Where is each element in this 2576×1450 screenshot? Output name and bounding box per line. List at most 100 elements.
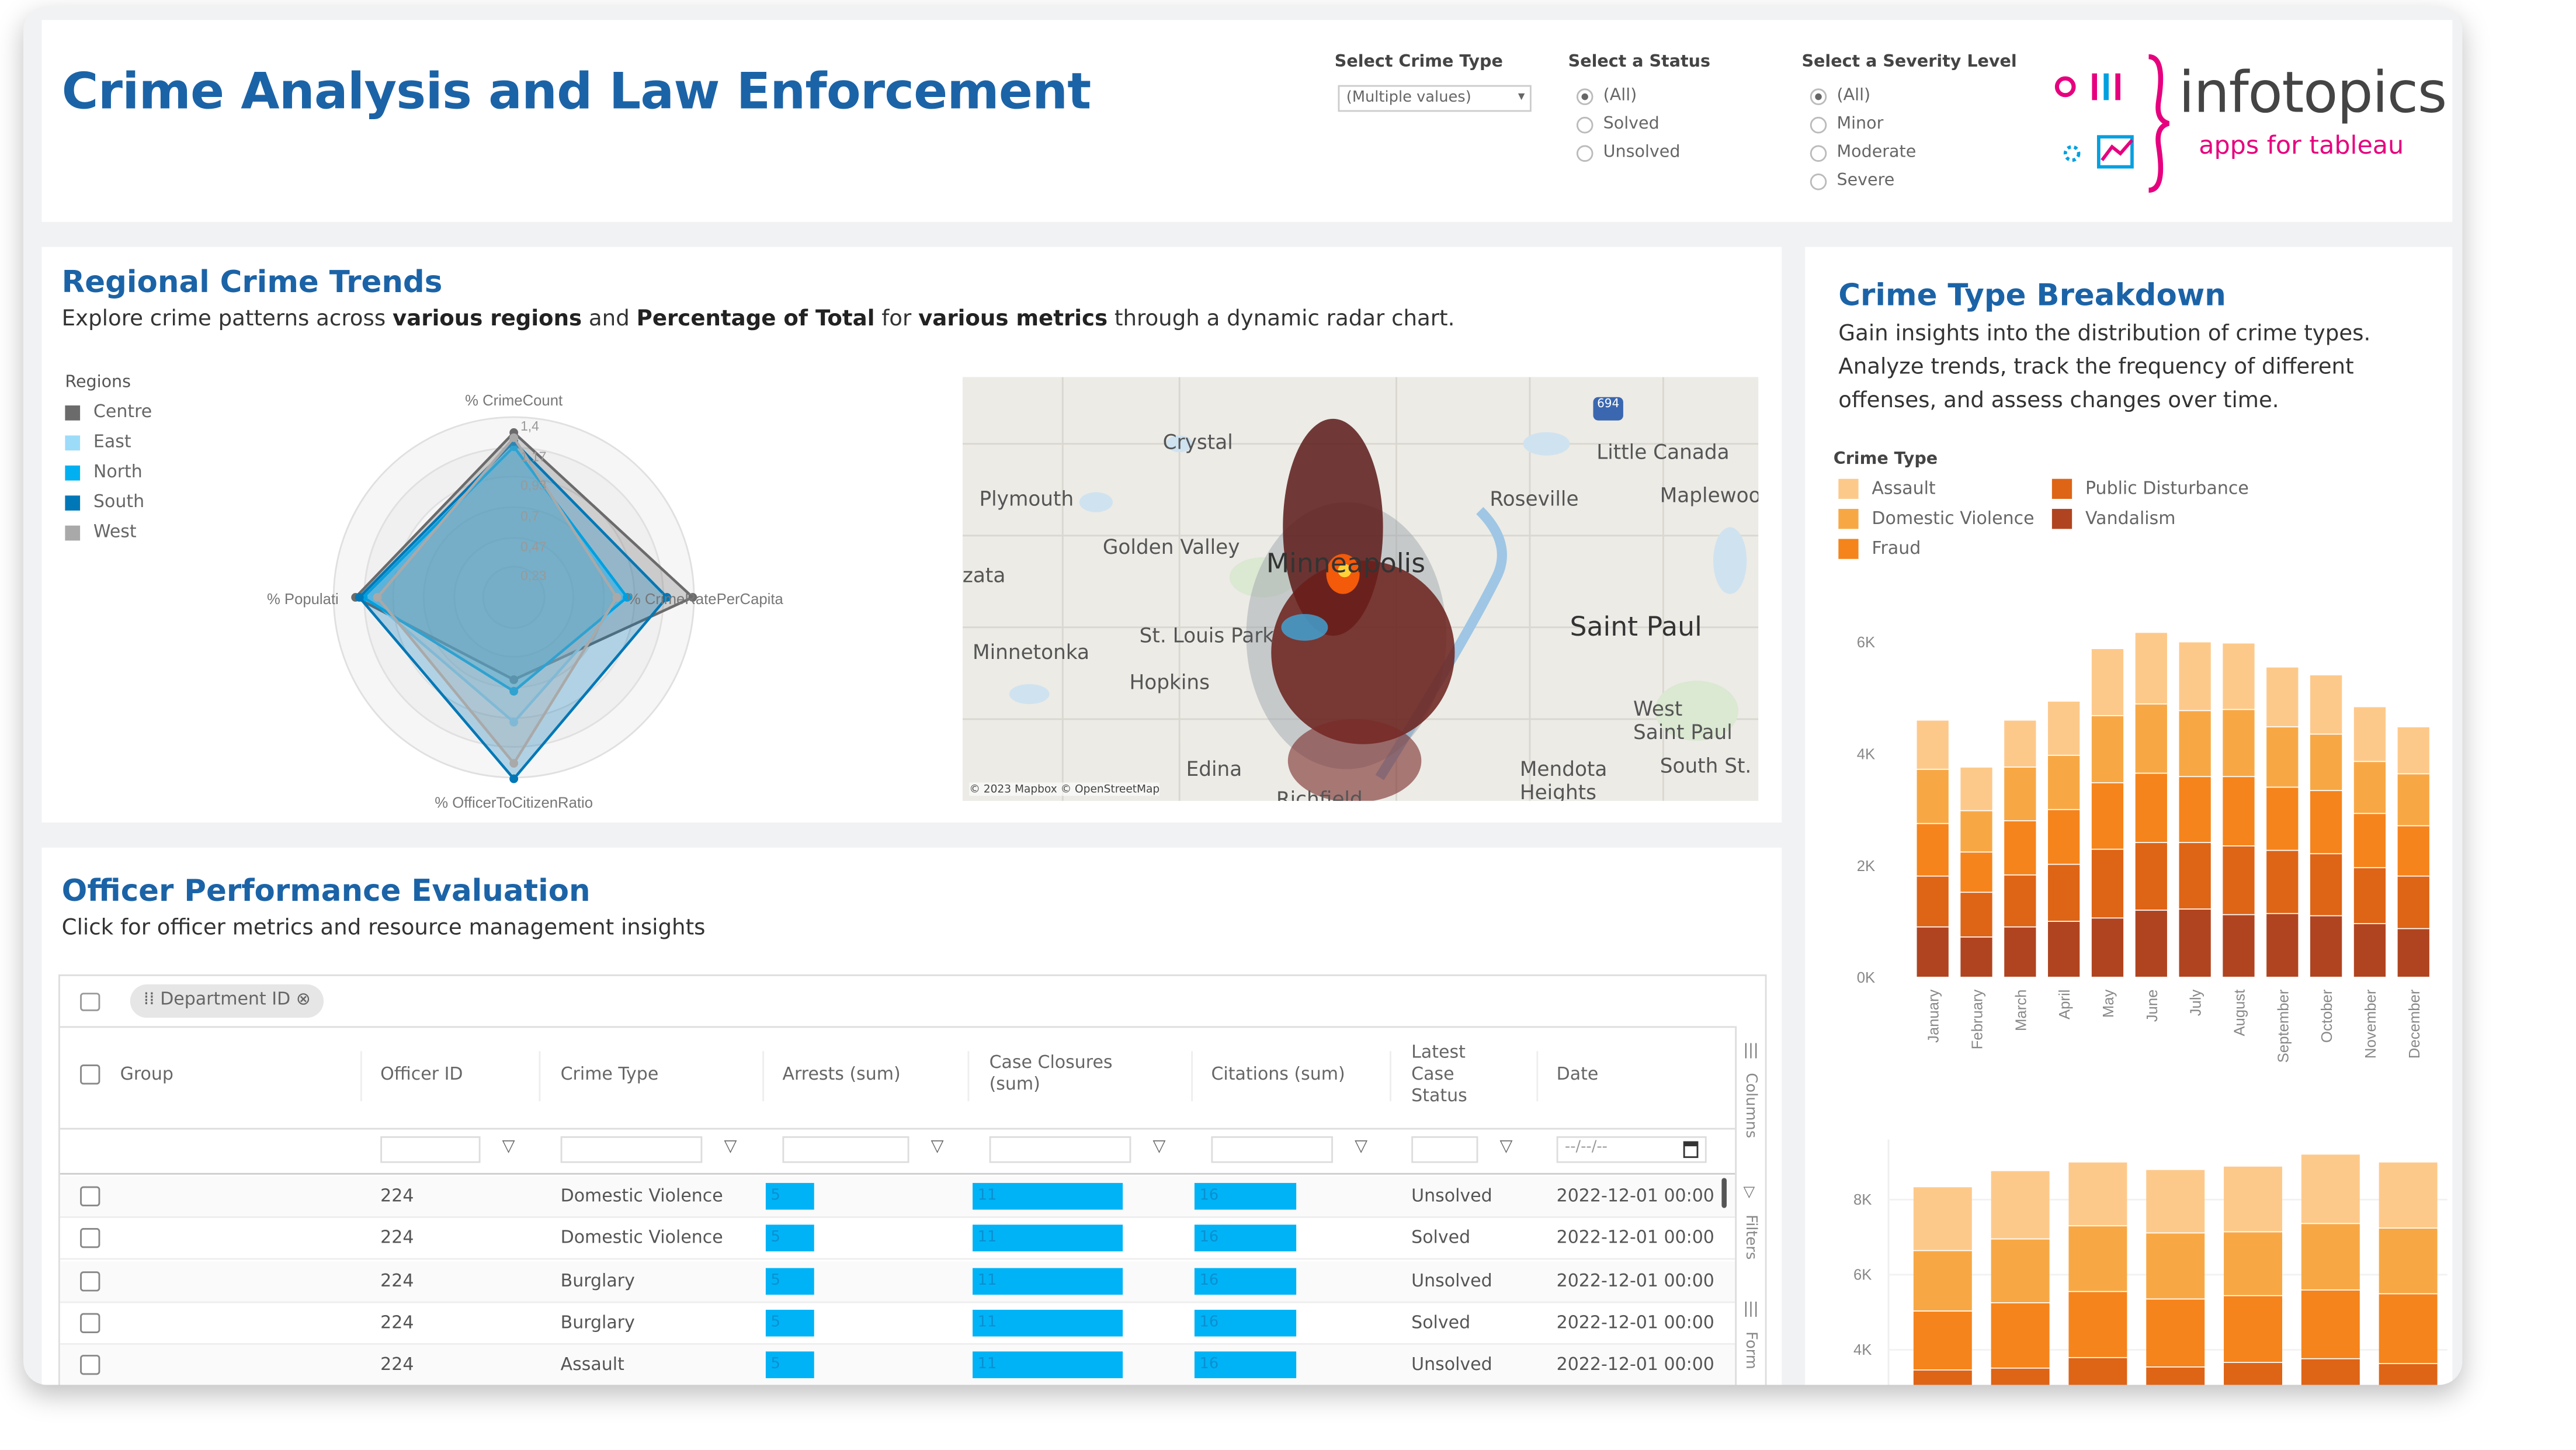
calendar-icon[interactable] [1683, 1141, 1699, 1158]
bar-segment-vandalism[interactable] [1960, 937, 1992, 977]
filter-funnel-icon[interactable]: ▽ [931, 1137, 944, 1157]
column-filter-input[interactable] [1211, 1136, 1333, 1163]
bar-segment-public-disturbance[interactable] [2310, 854, 2342, 915]
crime-type-dropdown[interactable]: (Multiple values) ▾ [1338, 85, 1532, 112]
bar-segment-fraud[interactable] [2353, 814, 2386, 868]
row-checkbox[interactable] [80, 1186, 100, 1206]
column-header[interactable]: Crime Type [560, 1064, 659, 1085]
radar-point[interactable] [509, 433, 519, 442]
radar-point[interactable] [623, 593, 631, 602]
status-option-solved[interactable]: Solved [1576, 110, 1681, 138]
bar-segment-assault[interactable] [1917, 720, 1949, 769]
column-filter-input[interactable] [782, 1136, 909, 1163]
row-checkbox[interactable] [80, 1355, 100, 1375]
bar-segment-public-disturbance[interactable] [2091, 849, 2124, 918]
bar-segment-vandalism[interactable] [2048, 921, 2080, 977]
legend-item-vandalism[interactable]: Vandalism [2051, 504, 2175, 534]
bar-segment-assault[interactable] [2068, 1162, 2127, 1226]
bar-segment-vandalism-below[interactable] [2068, 1358, 2127, 1385]
bar-segment-vandalism-below[interactable] [2146, 1367, 2205, 1385]
column-filter-input[interactable] [560, 1136, 703, 1163]
bar-segment-assault[interactable] [2135, 633, 2167, 704]
bar-segment-fraud[interactable] [1913, 1311, 1972, 1370]
radar-point[interactable] [509, 717, 519, 727]
filter-funnel-icon[interactable]: ▽ [1355, 1137, 1368, 1157]
bar-segment-domestic-violence[interactable] [2224, 1232, 2283, 1295]
bar-segment-vandalism[interactable] [2353, 924, 2386, 977]
bar-segment-fraud[interactable] [2310, 791, 2342, 854]
remove-chip-icon[interactable]: ⊗ [296, 989, 311, 1010]
severity-option-minor[interactable]: Minor [1810, 110, 1917, 138]
bar-segment-assault[interactable] [2224, 1166, 2283, 1232]
filter-funnel-icon[interactable]: ▽ [724, 1137, 737, 1157]
column-header[interactable]: Citations (sum) [1211, 1064, 1345, 1085]
bar-segment-fraud[interactable] [1960, 852, 1992, 892]
bar-segment-public-disturbance[interactable] [2179, 843, 2211, 909]
filter-funnel-icon[interactable]: ▽ [502, 1137, 515, 1157]
bar-segment-domestic-violence[interactable] [2223, 710, 2255, 776]
bar-segment-assault[interactable] [2301, 1154, 2360, 1223]
bar-segment-public-disturbance[interactable] [2223, 846, 2255, 914]
legend-item-east[interactable]: East [65, 427, 152, 457]
bar-segment-domestic-violence[interactable] [1960, 811, 1992, 852]
bar-segment-assault[interactable] [1960, 767, 1992, 810]
bar-segment-fraud[interactable] [2397, 826, 2429, 876]
column-header[interactable]: Case Closures (sum) [989, 1053, 1113, 1095]
column-header[interactable]: Group [120, 1064, 173, 1085]
bar-segment-vandalism[interactable] [1917, 927, 1949, 977]
bar-segment-domestic-violence[interactable] [2266, 727, 2299, 787]
legend-item-fraud[interactable]: Fraud [1838, 534, 1921, 564]
bar-segment-vandalism[interactable] [2310, 916, 2342, 977]
bar-segment-assault[interactable] [2048, 701, 2080, 755]
bar-segment-domestic-violence[interactable] [1913, 1251, 1972, 1311]
table-row[interactable]: 224 Domestic Violence 5 11 16 Unsolved 2022-12… [60, 1176, 1735, 1218]
bar-segment-domestic-violence[interactable] [2146, 1233, 2205, 1299]
row-checkbox[interactable] [80, 1271, 100, 1291]
bar-segment-domestic-violence[interactable] [2048, 755, 2080, 809]
group-panel-toggle-icon[interactable] [80, 993, 100, 1011]
bar-segment-domestic-violence[interactable] [2068, 1226, 2127, 1291]
status-option-unsolved[interactable]: Unsolved [1576, 138, 1681, 167]
select-all-checkbox[interactable] [80, 1064, 100, 1085]
side-panel-tab-form[interactable]: Form [1741, 1331, 1759, 1369]
bar-segment-assault[interactable] [2223, 643, 2255, 709]
legend-item-north[interactable]: North [65, 457, 152, 487]
table-scrollbar[interactable] [1721, 1178, 1727, 1208]
bar-segment-domestic-violence[interactable] [2004, 767, 2036, 821]
filter-funnel-icon[interactable]: ▽ [1499, 1137, 1513, 1157]
bar-segment-assault[interactable] [1913, 1187, 1972, 1250]
column-header[interactable]: Arrests (sum) [782, 1064, 901, 1085]
radar-point[interactable] [509, 759, 519, 768]
bar-segment-public-disturbance[interactable] [2397, 876, 2429, 928]
bar-segment-domestic-violence[interactable] [2379, 1228, 2438, 1293]
bar-segment-public-disturbance[interactable] [2353, 868, 2386, 924]
bar-segment-assault[interactable] [2146, 1170, 2205, 1233]
bar-segment-vandalism-below[interactable] [1913, 1370, 1972, 1385]
bar-segment-domestic-violence[interactable] [2397, 774, 2429, 825]
bar-segment-public-disturbance[interactable] [2004, 875, 2036, 927]
column-header[interactable]: Date [1556, 1064, 1599, 1085]
radar-point[interactable] [509, 774, 519, 783]
bar-segment-domestic-violence[interactable] [2301, 1224, 2360, 1290]
bar-segment-public-disturbance[interactable] [2135, 843, 2167, 910]
radar-point[interactable] [509, 675, 519, 684]
bar-segment-fraud[interactable] [2266, 788, 2299, 850]
bar-segment-domestic-violence[interactable] [2310, 734, 2342, 790]
bar-segment-vandalism-below[interactable] [2379, 1364, 2438, 1385]
bar-segment-domestic-violence[interactable] [2179, 711, 2211, 776]
bar-segment-assault[interactable] [2179, 642, 2211, 710]
bar-segment-domestic-violence[interactable] [2353, 762, 2386, 813]
legend-item-public-disturbance[interactable]: Public Disturbance [2051, 474, 2249, 504]
bar-segment-vandalism[interactable] [2397, 929, 2429, 977]
legend-item-centre[interactable]: Centre [65, 397, 152, 427]
bar-segment-public-disturbance[interactable] [2266, 851, 2299, 913]
row-checkbox[interactable] [80, 1313, 100, 1333]
column-header[interactable]: Officer ID [380, 1064, 463, 1085]
bar-segment-assault[interactable] [2266, 667, 2299, 727]
bar-segment-fraud[interactable] [2048, 810, 2080, 864]
bar-segment-domestic-violence[interactable] [1991, 1239, 2050, 1303]
bar-segment-fraud[interactable] [2135, 773, 2167, 842]
radar-point[interactable] [662, 593, 672, 602]
legend-item-south[interactable]: South [65, 487, 152, 517]
map-attribution[interactable]: © 2023 Mapbox © OpenStreetMap [969, 782, 1160, 796]
